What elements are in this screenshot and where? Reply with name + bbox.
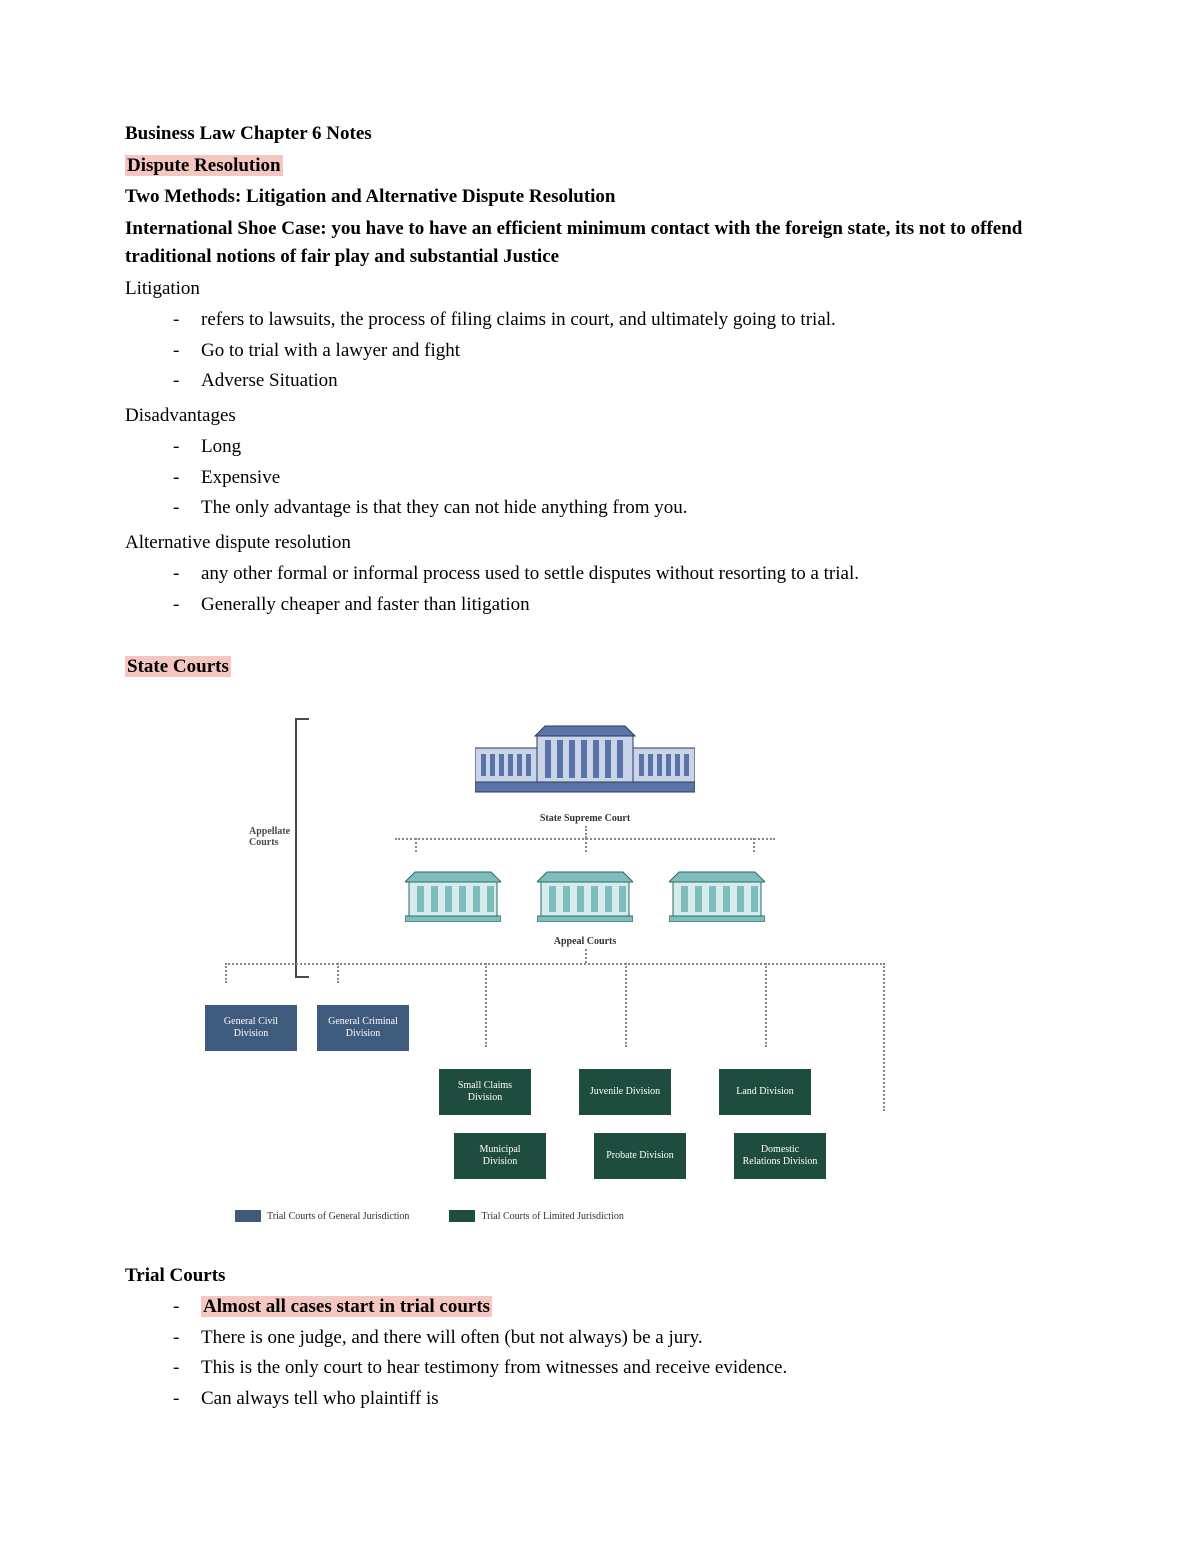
adr-list: any other formal or informal process use… [125,560,1075,619]
supreme-court-node: State Supreme Court [445,718,725,827]
limited-jurisdiction-row-a: Small Claims Division Juvenile Division … [335,1069,915,1115]
state-courts-hl: State Courts [125,656,231,677]
supreme-caption: State Supreme Court [445,811,725,826]
small-claims-box: Small Claims Division [439,1069,531,1115]
appeal-court-icon [669,858,765,922]
list-item: There is one judge, and there will often… [173,1324,1075,1353]
subtitle-hl: Dispute Resolution [125,155,283,176]
methods-line: Two Methods: Litigation and Alternative … [125,183,1075,212]
legend-swatch-green [449,1210,475,1222]
list-item: refers to lawsuits, the process of filin… [173,306,1075,335]
appeal-courts-row [255,858,915,932]
legend-limited-label: Trial Courts of Limited Jurisdiction [481,1211,623,1222]
state-courts-heading: State Courts [125,653,1075,682]
subtitle: Dispute Resolution [125,152,1075,181]
trial-courts-hl: Almost all cases start in trial courts [201,1296,492,1317]
juvenile-box: Juvenile Division [579,1069,671,1115]
list-item: Generally cheaper and faster than litiga… [173,591,1075,620]
trial-courts-heading: Trial Courts [125,1262,1075,1291]
general-jurisdiction-row: General Civil Division General Criminal … [205,1005,915,1051]
supreme-court-icon [475,718,695,796]
disadvantages-list: Long Expensive The only advantage is tha… [125,433,1075,523]
list-item: The only advantage is that they can not … [173,494,1075,523]
legend-general-label: Trial Courts of General Jurisdiction [267,1211,409,1222]
list-item: Go to trial with a lawyer and fight [173,337,1075,366]
list-item: Long [173,433,1075,462]
adr-label: Alternative dispute resolution [125,529,1075,558]
trial-courts-list: Almost all cases start in trial courts T… [125,1293,1075,1413]
connector-top [255,826,915,852]
limited-jurisdiction-row-b: Municipal Division Probate Division Dome… [365,1133,915,1179]
litigation-label: Litigation [125,275,1075,304]
court-diagram: Appellate Courts State Supreme Court [255,718,915,1224]
list-item: Can always tell who plaintiff is [173,1385,1075,1414]
litigation-list: refers to lawsuits, the process of filin… [125,306,1075,396]
page-title: Business Law Chapter 6 Notes [125,120,1075,149]
appeal-court-node [669,858,765,932]
diagram-legend: Trial Courts of General Jurisdiction Tri… [235,1209,915,1224]
municipal-box: Municipal Division [454,1133,546,1179]
list-item: Almost all cases start in trial courts [173,1293,1075,1322]
appeal-court-icon [537,858,633,922]
disadvantages-label: Disadvantages [125,402,1075,431]
general-civil-box: General Civil Division [205,1005,297,1051]
probate-box: Probate Division [594,1133,686,1179]
appeal-caption: Appeal Courts [255,934,915,949]
appeal-court-node [537,858,633,932]
legend-limited: Trial Courts of Limited Jurisdiction [449,1209,623,1224]
legend-general: Trial Courts of General Jurisdiction [235,1209,409,1224]
land-box: Land Division [719,1069,811,1115]
list-item: Adverse Situation [173,367,1075,396]
list-item: Expensive [173,464,1075,493]
legend-swatch-blue [235,1210,261,1222]
appeal-court-node [405,858,501,932]
general-criminal-box: General Criminal Division [317,1005,409,1051]
list-item: This is the only court to hear testimony… [173,1354,1075,1383]
list-item: any other formal or informal process use… [173,560,1075,589]
connector-mid [255,949,915,983]
appeal-court-icon [405,858,501,922]
case-line: International Shoe Case: you have to hav… [125,215,1075,272]
domestic-relations-box: Domestic Relations Division [734,1133,826,1179]
